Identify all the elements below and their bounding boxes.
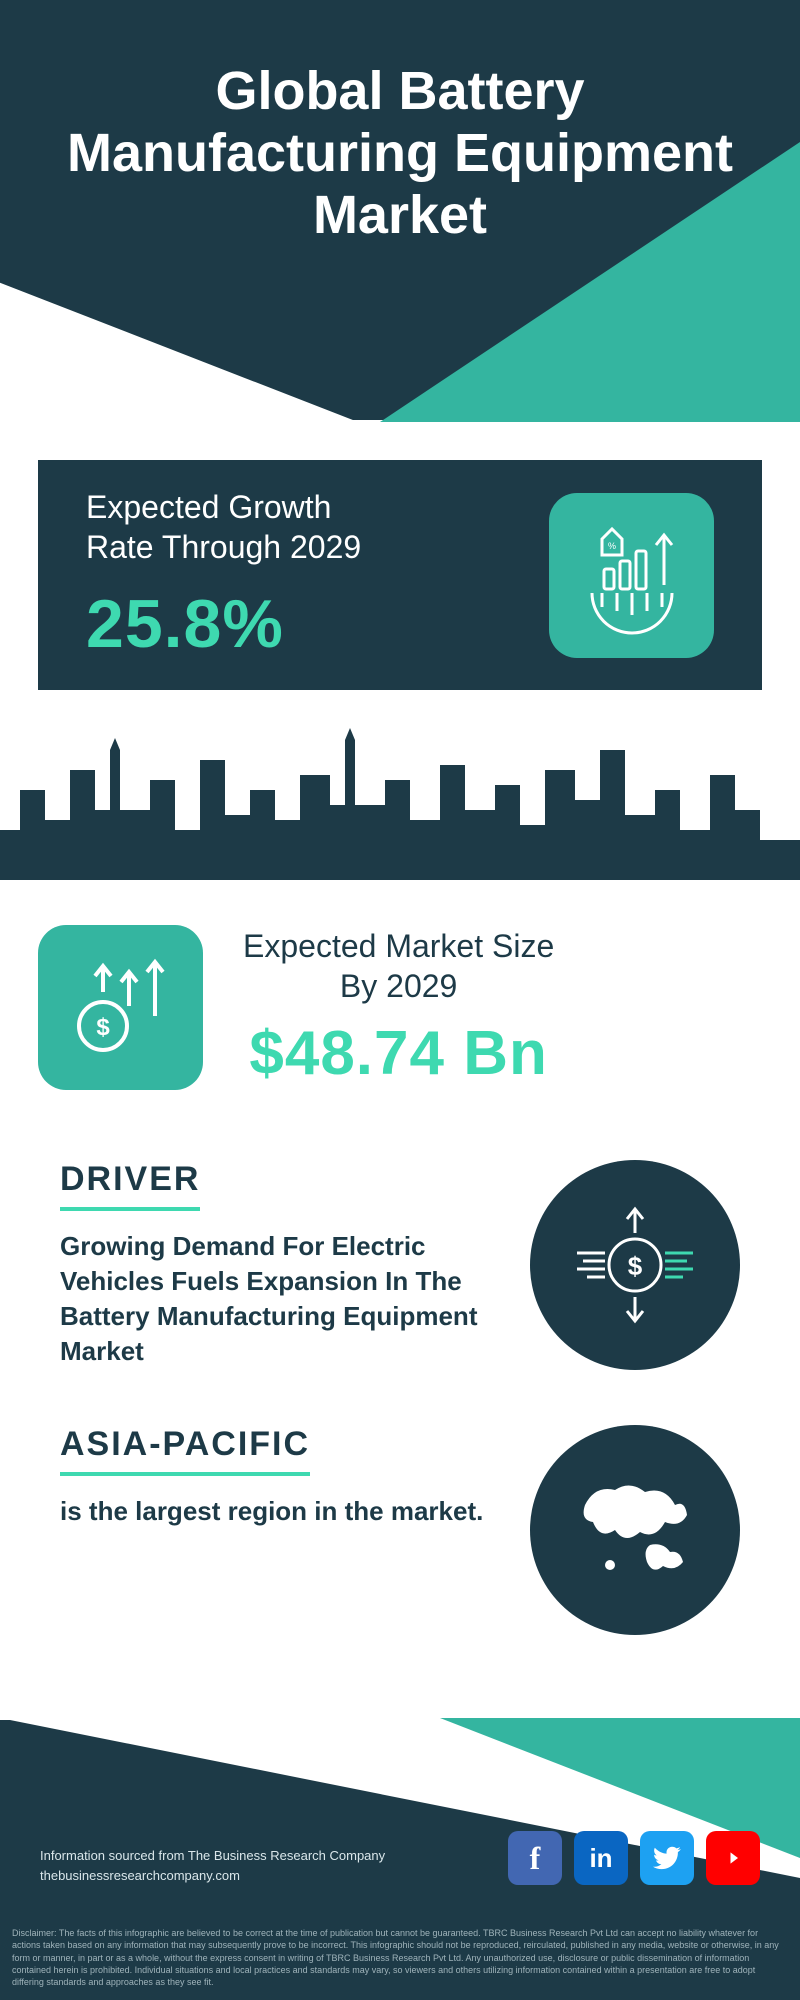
svg-text:%: % (607, 541, 615, 551)
source-line1: Information sourced from The Business Re… (40, 1848, 385, 1863)
region-text: ASIA-PACIFIC is the largest region in th… (60, 1425, 494, 1529)
market-size-label: Expected Market Size By 2029 (243, 926, 554, 1006)
spacer (0, 420, 800, 460)
market-size-value: $48.74 Bn (243, 1018, 554, 1089)
facebook-icon[interactable]: f (508, 1831, 562, 1885)
infographic-root: Global Battery Manufacturing Equipment M… (0, 0, 800, 2000)
market-size-row: $ Expected Market Size By 2029 $48.74 Bn (38, 925, 762, 1090)
market-label-line2: By 2029 (340, 968, 457, 1004)
footer-section: Information sourced from The Business Re… (0, 1720, 800, 2000)
region-block: ASIA-PACIFIC is the largest region in th… (60, 1425, 740, 1635)
growth-text-block: Expected Growth Rate Through 2029 25.8% (86, 487, 361, 663)
driver-block: DRIVER Growing Demand For Electric Vehic… (60, 1160, 740, 1370)
city-skyline-icon (0, 720, 800, 880)
disclaimer-text: Disclaimer: The facts of this infographi… (12, 1927, 788, 1988)
growth-label-line2: Rate Through 2029 (86, 529, 361, 565)
growth-rate-panel: Expected Growth Rate Through 2029 25.8% … (38, 460, 762, 690)
growth-globe-icon: % (549, 493, 714, 658)
hero-section: Global Battery Manufacturing Equipment M… (0, 0, 800, 420)
money-flow-icon: $ (530, 1160, 740, 1370)
driver-heading: DRIVER (60, 1160, 200, 1211)
youtube-icon[interactable] (706, 1831, 760, 1885)
market-size-section: $ Expected Market Size By 2029 $48.74 Bn (0, 690, 800, 1090)
growth-label-line1: Expected Growth (86, 489, 331, 525)
source-row: Information sourced from The Business Re… (40, 1831, 760, 1885)
market-size-text: Expected Market Size By 2029 $48.74 Bn (243, 926, 554, 1089)
svg-text:$: $ (96, 1014, 110, 1041)
growth-value: 25.8% (86, 585, 361, 663)
region-heading: ASIA-PACIFIC (60, 1425, 310, 1476)
page-title: Global Battery Manufacturing Equipment M… (0, 60, 800, 246)
driver-text: DRIVER Growing Demand For Electric Vehic… (60, 1160, 494, 1369)
social-icons: f in (508, 1831, 760, 1885)
region-body: is the largest region in the market. (60, 1494, 494, 1529)
source-text: Information sourced from The Business Re… (40, 1846, 385, 1885)
linkedin-icon[interactable]: in (574, 1831, 628, 1885)
market-label-line1: Expected Market Size (243, 928, 554, 964)
hero-triangle-white (0, 282, 358, 422)
svg-text:$: $ (628, 1251, 643, 1281)
twitter-icon[interactable] (640, 1831, 694, 1885)
source-line2: thebusinessresearchcompany.com (40, 1868, 240, 1883)
globe-map-icon (530, 1425, 740, 1635)
growth-label: Expected Growth Rate Through 2029 (86, 487, 361, 567)
driver-body: Growing Demand For Electric Vehicles Fue… (60, 1229, 494, 1369)
dollar-arrows-icon: $ (38, 925, 203, 1090)
